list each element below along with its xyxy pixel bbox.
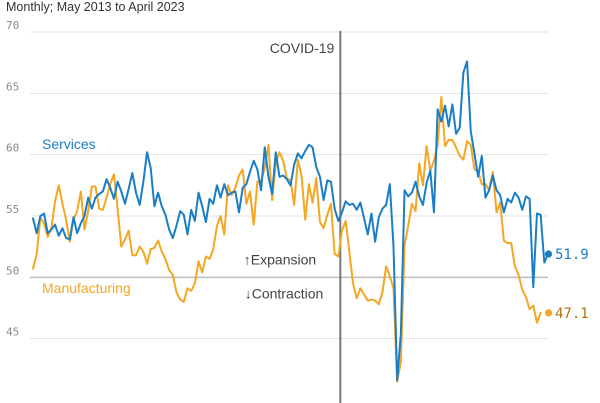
- y-tick-label-60: 60: [6, 142, 19, 155]
- series-lines: [32, 60, 549, 383]
- manufacturing-end-value: 47.1: [555, 306, 589, 322]
- y-tick-label-45: 45: [6, 326, 19, 339]
- services-series-label: Services: [42, 136, 96, 152]
- services-end-value: 51.9: [555, 247, 589, 263]
- y-tick-label-50: 50: [6, 264, 19, 277]
- y-tick-label-65: 65: [6, 80, 19, 93]
- covid-label: COVID-19: [270, 40, 335, 56]
- end-markers: [544, 250, 553, 317]
- y-tick-label-55: 55: [6, 203, 19, 216]
- end-dot-services: [544, 250, 553, 258]
- chart-subtitle: Monthly; May 2013 to April 2023: [6, 0, 185, 14]
- series-line-services: [32, 60, 549, 382]
- end-dot-manufacturing: [544, 309, 553, 317]
- manufacturing-series-label: Manufacturing: [42, 280, 131, 296]
- y-tick-label-70: 70: [6, 19, 19, 32]
- contraction-label: ↓Contraction: [245, 285, 324, 301]
- expansion-label: ↑Expansion: [244, 251, 316, 267]
